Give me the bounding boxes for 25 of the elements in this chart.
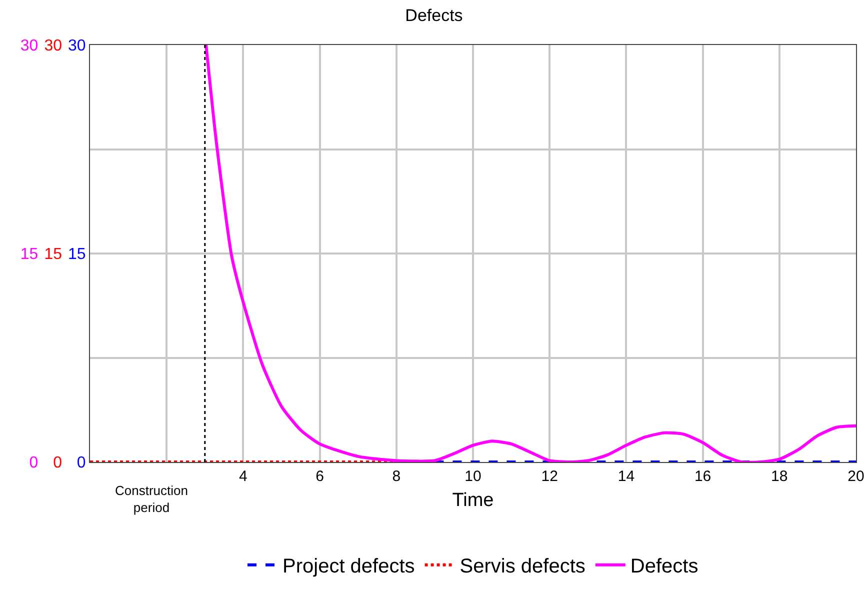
- text: Construction period: [115, 483, 188, 515]
- x-tick-label: 18: [771, 468, 788, 485]
- x-tick-label: 20: [848, 468, 864, 485]
- x-tick-label: 4: [239, 468, 248, 485]
- x-tick-label: 14: [618, 468, 635, 485]
- y2-tick-label: 30: [68, 38, 86, 55]
- x-axis-title: Time: [452, 490, 494, 511]
- x-tick-label: 8: [392, 468, 401, 485]
- y-tick-label: 15: [44, 246, 62, 264]
- x-tick-label: 10: [464, 468, 482, 485]
- y3-tick-label: 30: [20, 38, 38, 55]
- x-tick-label: 6: [316, 468, 324, 485]
- line-series: [204, 45, 856, 462]
- y3-tick-label: 15: [20, 246, 38, 264]
- legend-label: Project defects: [282, 556, 415, 578]
- y3-tick-label: 0: [29, 454, 38, 472]
- x-tick-label: 12: [541, 468, 558, 485]
- legend-label: Servis defects: [460, 556, 586, 578]
- y-tick-label: 0: [53, 454, 62, 472]
- y2-tick-label: 0: [76, 454, 86, 472]
- y2-tick-label: 15: [68, 246, 86, 264]
- chart-title: Defects: [405, 6, 463, 25]
- y-tick-label: 30: [44, 38, 62, 55]
- legend-label: Defects: [630, 556, 698, 578]
- x-tick-label: 16: [694, 468, 712, 485]
